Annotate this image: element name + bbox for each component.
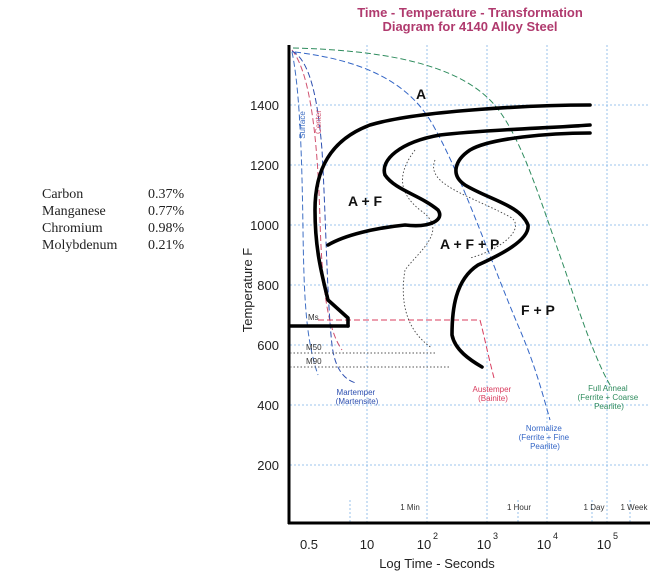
region-label-ferrite-pearlite: F + P xyxy=(521,302,555,318)
x-tick-exponent: 3 xyxy=(493,531,498,541)
m50-label: M50 xyxy=(306,343,322,352)
element-value: 0.37% xyxy=(148,187,185,202)
composition-row: Chromium 0.98% xyxy=(42,220,184,237)
full-anneal-label-line: Full Anneal xyxy=(588,384,628,393)
dotted-transformation-curve xyxy=(402,149,434,349)
element-value: 0.21% xyxy=(148,238,185,253)
y-tick-label: 400 xyxy=(257,398,279,413)
x-tick-label: 10 xyxy=(417,537,431,552)
austemper-label: Austemper (Bainite) xyxy=(473,385,514,403)
full-anneal-label-line: (Ferrite + Coarse xyxy=(578,393,639,402)
austemper-label-line: Austemper xyxy=(473,385,512,394)
normalize-label-line: Pearlite) xyxy=(530,442,560,451)
x-tick-label: 10 xyxy=(597,537,611,552)
center-label: Center xyxy=(314,110,323,134)
x-tick-label: 10 xyxy=(360,537,374,552)
normalize-label-line: Normalize xyxy=(526,424,563,433)
region-label-austenite-ferrite-pearlite: A + F + P xyxy=(440,236,499,252)
center-cooling-curve xyxy=(291,49,343,351)
pearlite-start-curve xyxy=(450,131,592,369)
y-tick-label: 1000 xyxy=(250,218,279,233)
title-line-2: Diagram for 4140 Alloy Steel xyxy=(382,19,558,34)
time-mark-label: 1 Hour xyxy=(507,503,531,512)
region-label-austenite: A xyxy=(416,86,426,102)
y-tick-label: 1200 xyxy=(250,158,279,173)
element-name: Manganese xyxy=(42,204,106,219)
m90-label: M90 xyxy=(306,357,322,366)
normalize-label-line: (Ferrite + Fine xyxy=(519,433,570,442)
y-tick-label: 800 xyxy=(257,278,279,293)
x-tick-label: 10 xyxy=(477,537,491,552)
martemper-label: Martemper (Martensite) xyxy=(336,388,379,406)
y-tick-label: 1400 xyxy=(250,98,279,113)
martemper-curve xyxy=(291,50,357,384)
region-label-austenite-ferrite: A + F xyxy=(348,193,383,209)
ferrite-start-curve xyxy=(326,123,592,247)
time-mark-label: 1 Week xyxy=(621,503,649,512)
composition-row: Carbon 0.37% xyxy=(42,186,184,203)
x-tick-label: 0.5 xyxy=(300,537,318,552)
element-name: Chromium xyxy=(42,221,103,236)
element-name: Molybdenum xyxy=(42,238,118,253)
normalize-label: Normalize (Ferrite + Fine Pearlite) xyxy=(519,424,572,451)
full-anneal-curve xyxy=(292,47,613,389)
composition-row: Molybdenum 0.21% xyxy=(42,237,184,254)
full-anneal-label-line: Pearlite) xyxy=(594,402,624,411)
y-tick-label: 600 xyxy=(257,338,279,353)
grid xyxy=(290,45,650,522)
composition-row: Manganese 0.77% xyxy=(42,203,184,220)
y-tick-label: 200 xyxy=(257,458,279,473)
martemper-label-line: (Martensite) xyxy=(336,397,379,406)
title-line-1: Time - Temperature - Transformation xyxy=(357,5,583,20)
x-axis-label: Log Time - Seconds xyxy=(379,556,495,571)
element-name: Carbon xyxy=(42,187,84,202)
martemper-label-line: Martemper xyxy=(337,388,376,397)
dotted-transformation-curve xyxy=(433,159,516,259)
x-tick-label: 10 xyxy=(537,537,551,552)
composition-table: Carbon 0.37% Manganese 0.77% Chromium 0.98%… xyxy=(42,186,184,254)
full-anneal-label: Full Anneal (Ferrite + Coarse Pearlite) xyxy=(578,384,641,411)
ms-label: Ms xyxy=(308,313,319,322)
x-tick-exponent: 2 xyxy=(433,531,438,541)
time-mark-label: 1 Min xyxy=(400,503,420,512)
time-mark-label: 1 Day xyxy=(584,503,605,512)
x-tick-exponent: 5 xyxy=(613,531,618,541)
element-value: 0.98% xyxy=(148,221,185,236)
surface-label: Surface xyxy=(298,111,307,139)
x-tick-exponent: 4 xyxy=(553,531,558,541)
element-value: 0.77% xyxy=(148,204,185,219)
diagram-title: Time - Temperature - Transformation Diag… xyxy=(300,6,640,34)
austemper-curve xyxy=(318,319,495,379)
austenite-start-curve xyxy=(313,103,592,328)
y-axis-label: Temperature F xyxy=(240,248,255,333)
austemper-label-line: (Bainite) xyxy=(478,394,508,403)
normalize-curve xyxy=(294,51,551,421)
